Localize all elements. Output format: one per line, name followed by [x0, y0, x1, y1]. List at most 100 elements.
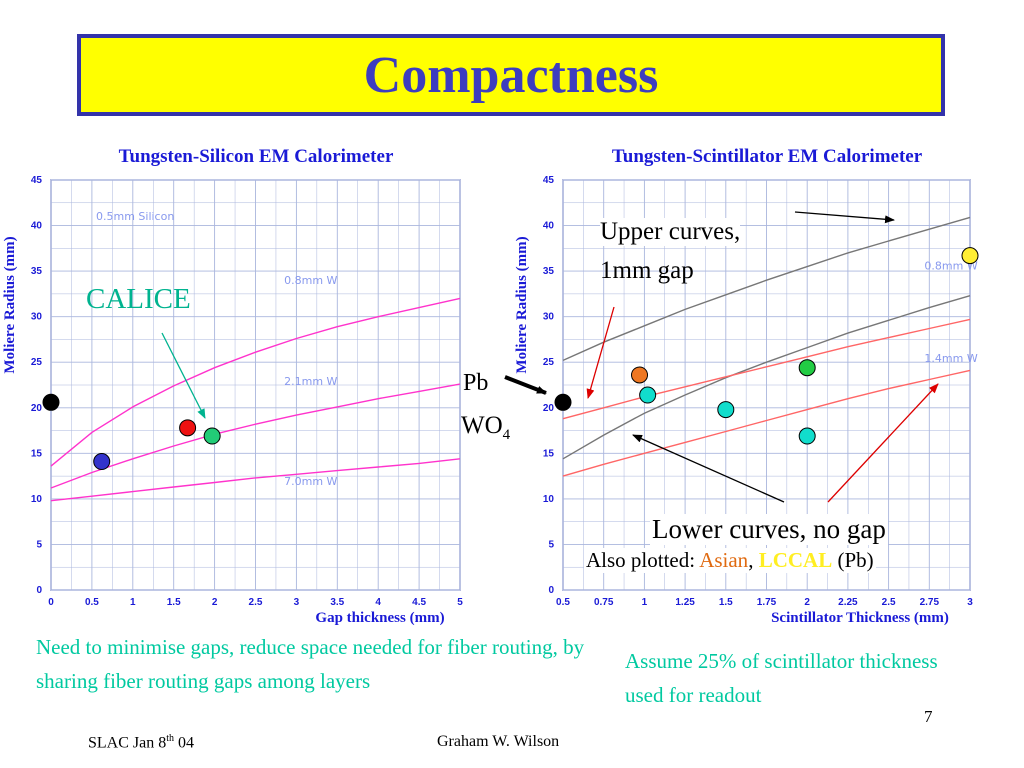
series-line: [50, 297, 461, 467]
chart-title: Tungsten-Scintillator EM Calorimeter: [612, 146, 923, 167]
x-tick-label: 1: [130, 597, 136, 608]
data-point: [717, 401, 735, 419]
series-line: [562, 369, 971, 477]
x-tick-label: 2.5: [249, 597, 263, 608]
also-asian: Asian: [699, 548, 749, 572]
pb-arrow: [504, 375, 547, 395]
upper-curves-line1: Upper curves,: [600, 218, 741, 246]
lower-curves-label: Lower curves, no gap: [650, 514, 888, 545]
x-tick-label: 1.25: [675, 597, 695, 608]
y-tick-label: 20: [31, 403, 43, 414]
x-tick-label: 2.75: [920, 597, 940, 608]
y-tick-label: 5: [36, 539, 42, 550]
footer-date-main: SLAC Jan 8: [88, 734, 167, 752]
page-number: 7: [924, 707, 933, 726]
y-tick-label: 40: [543, 221, 555, 232]
y-tick-label: 25: [31, 357, 43, 368]
series-line: [50, 383, 461, 489]
data-point: [179, 419, 197, 437]
y-tick-label: 30: [543, 312, 555, 323]
also-prefix: Also plotted:: [586, 548, 700, 572]
data-point: [798, 359, 816, 377]
also-comma: ,: [748, 548, 759, 572]
series-line: [562, 216, 971, 362]
calice-arrow: [161, 332, 206, 419]
x-tick-label: 3: [967, 597, 973, 608]
footer-date: SLAC Jan 8th 04: [88, 733, 194, 752]
curve-label: 0.5mm Silicon: [96, 210, 174, 223]
upper-curves-arrow: [794, 211, 895, 224]
x-tick-label: 1: [642, 597, 648, 608]
x-tick-label: 5: [457, 597, 463, 608]
chart-2: 0.5 0.75 1 1.25 1.5 1.75 2 2.25 2.5 2.75 305101520…: [514, 146, 979, 626]
calice-label: CALICE: [86, 283, 191, 315]
y-tick-label: 10: [543, 494, 555, 505]
x-tick-label: 4.5: [412, 597, 426, 608]
x-tick-label: 2.5: [882, 597, 896, 608]
chart-title: Tungsten-Silicon EM Calorimeter: [119, 146, 394, 167]
y-tick-label: 35: [543, 266, 555, 277]
y-tick-label: 0: [548, 585, 554, 596]
data-point: [42, 393, 60, 411]
y-tick-label: 25: [543, 357, 555, 368]
curve-label: 0.8mm W: [284, 274, 337, 287]
y-tick-label: 15: [31, 448, 43, 459]
series-line: [562, 318, 971, 420]
lower-red-arrow: [827, 383, 939, 503]
series-line: [562, 295, 971, 460]
x-tick-label: 0: [48, 597, 54, 608]
upper-red-arrow: [586, 306, 615, 399]
x-tick-label: 0.5: [85, 597, 99, 608]
x-tick-label: 4: [375, 597, 381, 608]
title-banner: Compactness: [77, 34, 945, 116]
x-tick-label: 0.75: [594, 597, 614, 608]
footer-date-sup: th: [166, 733, 175, 744]
y-tick-label: 20: [543, 403, 555, 414]
footer-date-tail: 04: [174, 734, 195, 752]
x-tick-label: 2: [212, 597, 218, 608]
x-tick-label: 1.75: [757, 597, 777, 608]
data-point: [203, 427, 221, 445]
note-left: Need to minimise gaps, reduce space need…: [36, 635, 585, 693]
y-tick-label: 35: [31, 266, 43, 277]
x-axis-label: Scintillator Thickness (mm): [771, 610, 949, 626]
curve-label: 2.1mm W: [284, 375, 337, 388]
curve-label: 0.8mm W: [924, 259, 977, 272]
y-tick-label: 15: [543, 448, 555, 459]
x-tick-label: 2: [804, 597, 810, 608]
x-tick-label: 2.25: [838, 597, 858, 608]
note-right: Assume 25% of scintillator thickness use…: [625, 649, 938, 707]
x-tick-label: 3.5: [330, 597, 344, 608]
y-axis-label: Moliere Radius (mm): [2, 236, 18, 373]
x-tick-label: 1.5: [167, 597, 181, 608]
data-point: [798, 427, 816, 445]
x-tick-label: 0.5: [556, 597, 570, 608]
y-tick-label: 45: [543, 175, 555, 186]
also-lccal: LCCAL: [758, 548, 833, 572]
x-axis-label: Gap thickness (mm): [315, 610, 444, 626]
data-point: [93, 453, 111, 471]
series-line: [50, 458, 461, 502]
also-plotted-label: Also plotted: Asian, LCCAL (Pb): [584, 548, 876, 573]
wo4-label: WO4: [461, 412, 510, 444]
data-point: [639, 386, 657, 404]
x-tick-label: 3: [294, 597, 300, 608]
upper-curves-line2: 1mm gap: [600, 257, 694, 284]
chart-1: 0 0.5 1 1.5 2 2.5 3 3.5 4 4.5 5 0 5 10 15 20 25 30 35 40 45 T…: [2, 146, 463, 626]
curve-label: 7.0mm W: [284, 475, 337, 488]
y-tick-label: 40: [31, 221, 43, 232]
y-tick-label: 0: [36, 585, 42, 596]
slide-title: Compactness: [363, 46, 659, 104]
y-axis-label: Moliere Radius (mm): [514, 236, 530, 373]
x-tick-label: 1.5: [719, 597, 733, 608]
footer-author: Graham W. Wilson: [437, 733, 560, 750]
y-tick-label: 30: [31, 312, 43, 323]
pb-label: Pb: [463, 370, 489, 396]
data-point: [961, 247, 979, 265]
lower-curves-arrow: [632, 434, 785, 503]
y-tick-label: 45: [31, 175, 43, 186]
y-tick-label: 5: [548, 539, 554, 550]
y-tick-label: 10: [31, 494, 43, 505]
data-point: [631, 366, 649, 384]
